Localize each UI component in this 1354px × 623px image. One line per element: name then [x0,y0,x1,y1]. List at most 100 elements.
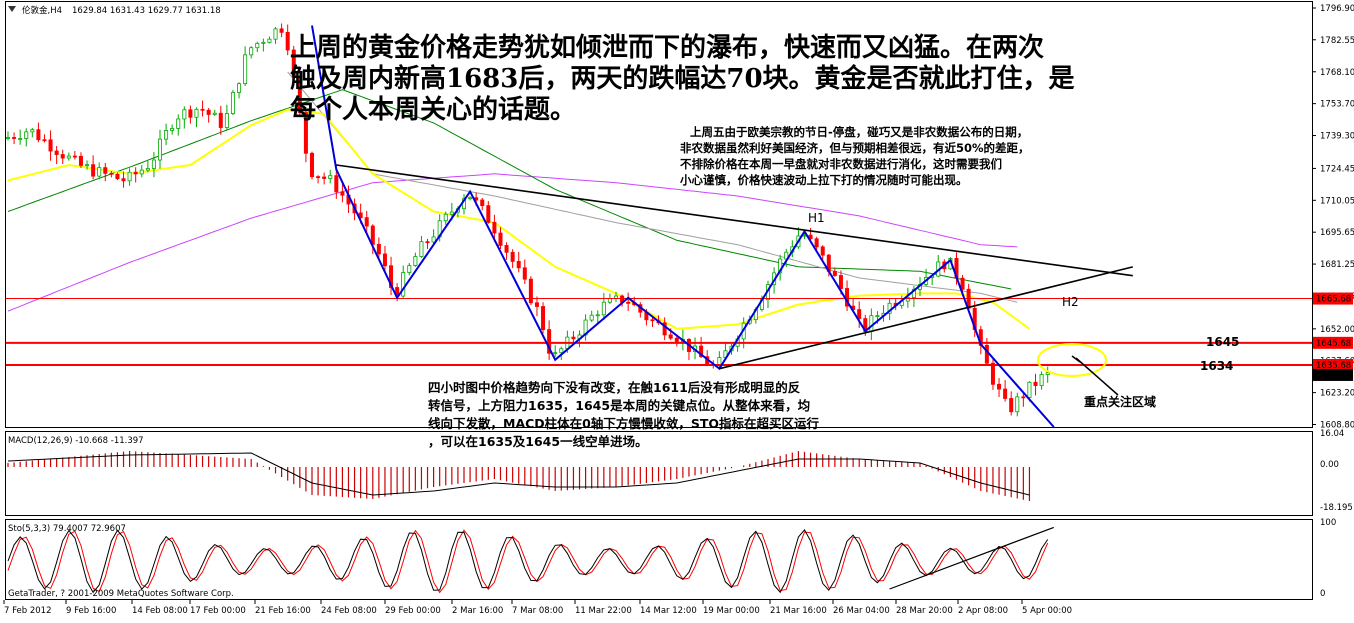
candle-body [607,298,612,303]
sto-signal-line [7,529,1049,594]
price-marker-label: 1665.68 [1316,295,1351,305]
ma-green-line [7,89,1012,290]
candle-body [36,129,41,141]
candle-body [42,139,47,142]
candle-body [960,277,965,290]
time-tick-label: 2 Mar 16:00 [452,606,503,616]
symbol-label: 伦敦金,H4 [22,5,62,16]
candle-body [30,129,35,133]
candle-body [182,109,187,120]
candle-body [267,38,272,43]
candle-body [911,288,916,298]
price-marker-label: 1635.68 [1316,361,1351,371]
candle-body [273,28,278,40]
candle-body [504,245,509,253]
header-info: 伦敦金,H4 1629.84 1631.43 1629.77 1631.18 [22,5,221,16]
candle-body [1009,398,1014,413]
candle-body [492,221,497,234]
candle-body [54,150,59,155]
trend-lines [336,164,1133,370]
price-tick-label: 1608.80 [1320,421,1354,431]
sto-main-line [7,529,1049,594]
top-note-line-3: 不排除价格在本周一早盘就对非农数据进行消化，这时需要我们 [680,157,1002,171]
candle-body [121,178,126,182]
bottom-note-line-1: 四小时图中价格趋势向下没有改变，在触1611后没有形成明显的反 [428,380,801,395]
macd-label: MACD(12,26,9) -10.668 -11.397 [8,436,144,446]
candle-body [316,176,321,179]
candle-body [984,344,989,364]
candle-body [291,49,296,77]
time-tick-label: 11 Mar 22:00 [575,606,632,616]
chart-icon [8,6,16,12]
time-tick-label: 28 Mar 20:00 [896,606,953,616]
price-tick-label: 1768.10 [1320,68,1354,78]
candle-body [547,329,552,354]
price-marker-box [1313,368,1353,381]
candle-body [516,261,521,269]
time-tick-label: 9 Feb 16:00 [66,606,116,616]
bottom-note-line-2: 转信号，上方阻力1635，1645是本周的关键点位。从整体来看，均 [428,398,810,413]
candle-body [297,75,302,113]
time-tick-label: 7 Feb 2012 [4,606,52,616]
candle-body [6,137,11,139]
price-tick-label: 1782.55 [1320,36,1354,46]
candle-body [12,137,17,139]
main-pane[interactable] [5,1,1313,428]
horizontal-levels [6,298,1312,366]
zigzag-lines [311,25,1055,428]
candle-body [997,383,1002,390]
bottom-note: 四小时图中价格趋势向下没有改变，在触1611后没有形成明显的反 转信号，上方阻力… [428,380,820,449]
candle-body [601,301,606,316]
candle-body [133,171,138,175]
candle-body [24,131,29,139]
candle-body [626,301,631,304]
time-tick-label: 2 Apr 08:00 [958,606,1008,616]
candle-body [109,172,114,175]
sto-tick-label: 100 [1320,518,1336,528]
candle-body [18,138,23,140]
time-tick-label: 29 Feb 00:00 [385,606,441,616]
time-tick-label: 5 Apr 00:00 [1022,606,1072,616]
price-tick-label: 1753.70 [1320,100,1354,110]
headline-line-1: 上周的黄金价格走势犹如倾泄而下的瀑布，快速而又凶猛。在两次 [290,32,1044,63]
moving-averages [7,71,1030,330]
trendline-1 [336,164,1133,277]
candle-body [60,154,65,159]
candle-body [869,315,874,332]
candle-body [218,112,223,128]
candle-body [510,251,515,262]
price-axis: 1796.90 1782.55 1768.10 1753.70 1739.30 1724.… [1312,4,1354,599]
candle-body [413,256,418,267]
ma-purple-line [7,173,1018,312]
candle-body [200,108,205,111]
ohlc-values: 1629.84 1631.43 1629.77 1631.18 [72,6,221,16]
candle-body [534,302,539,307]
sto-pane[interactable] [5,519,1313,600]
price-marker-box [1313,336,1353,349]
headline-line-2: 触及周内新高1683后，两天的跌幅达70块。黄金是否就此打住，是 [290,63,1075,94]
candle-body [498,232,503,246]
candle-body [255,42,260,49]
candle-body [407,265,412,273]
candle-body [662,322,667,336]
candle-body [249,47,254,56]
candle-body [91,164,96,177]
candle-body [72,155,77,158]
bottom-note-line-3: 线向下发散，MACD柱体在0轴下方慢慢收敛，STO指标在超买区运行 [428,416,820,431]
candle-body [279,28,284,33]
price-marker-box [1313,358,1353,371]
candle-body [303,112,308,154]
candlesticks [6,23,1050,417]
top-note-line-1: 上周五由于欧美宗教的节日-停盘，碰巧又是非农数据公布的日期， [690,125,1028,139]
candle-body [1015,396,1020,413]
ma-yellow-line [7,108,1030,330]
candle-body [589,314,594,321]
candle-body [376,243,381,255]
price-marker-label: 1631.18 [1316,371,1351,381]
headline-annotation: 上周的黄金价格走势犹如倾泄而下的瀑布，快速而又凶猛。在两次 触及周内新高1683… [290,32,1075,125]
focus-zone-arrowhead [1071,355,1081,363]
candle-body [224,113,229,128]
ma-gray-line [287,71,1018,303]
